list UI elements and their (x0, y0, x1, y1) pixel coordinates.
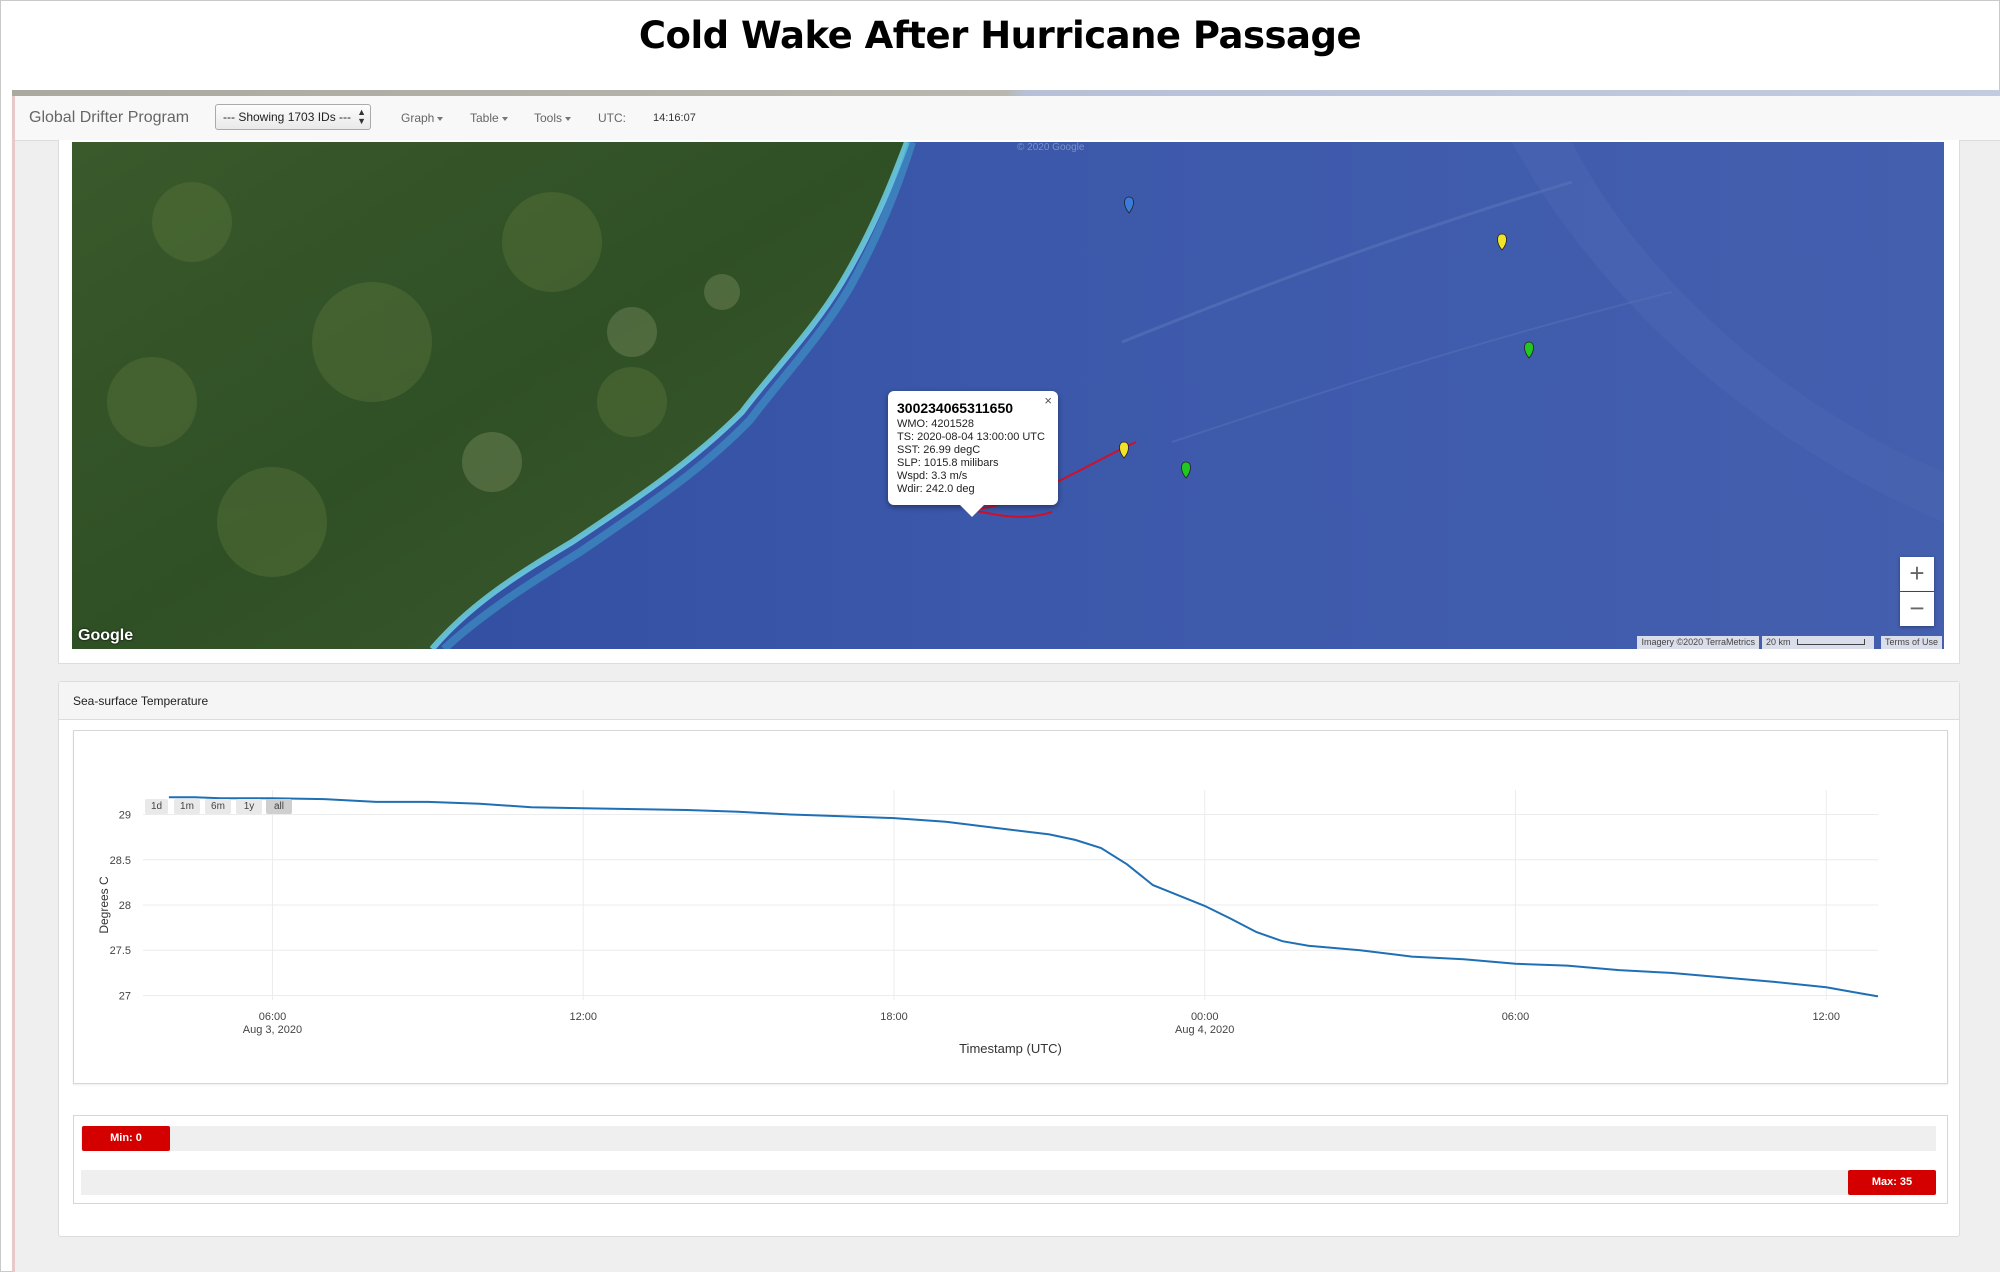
table-menu[interactable]: Table (470, 111, 508, 125)
page-title: Cold Wake After Hurricane Passage (638, 14, 1362, 57)
brand-link[interactable]: Global Drifter Program (29, 109, 190, 126)
y-axis-label: Degrees C (97, 876, 111, 934)
loading-strip (12, 90, 2000, 96)
utc-time: 14:16:07 (653, 112, 696, 124)
caret-down-icon (437, 116, 444, 121)
close-icon[interactable]: × (1044, 393, 1052, 408)
min-slider-handle[interactable]: Min: 0 (82, 1126, 170, 1151)
range-button-1m[interactable]: 1m (174, 799, 200, 814)
y-tick-label: 29 (119, 810, 131, 822)
map-scale-label: 20 km (1766, 637, 1791, 647)
caret-down-icon (501, 116, 508, 121)
sst-panel-header: Sea-surface Temperature (59, 682, 1959, 720)
x-tick-label: 12:00 (569, 1011, 597, 1023)
tools-menu[interactable]: Tools (534, 111, 572, 125)
utc-label: UTC: (598, 111, 626, 125)
scale-bar (1797, 639, 1866, 645)
y-tick-label: 27.5 (110, 945, 131, 957)
caret-down-icon (565, 116, 572, 121)
info-sst: SST: 26.99 degC (897, 444, 981, 456)
min-slider-track[interactable] (81, 1126, 1936, 1151)
range-slider-panel: Min: 0 Max: 35 (73, 1115, 1948, 1204)
drifter-marker[interactable] (1119, 441, 1129, 459)
google-logo: Google (78, 627, 134, 644)
graph-menu-label: Graph (401, 111, 435, 125)
map-watermark: © 2020 Google (1017, 142, 1085, 153)
y-tick-label: 28 (119, 900, 131, 912)
graph-menu[interactable]: Graph (401, 111, 444, 125)
y-tick-label: 27 (119, 990, 131, 1002)
range-button-6m[interactable]: 6m (205, 799, 231, 814)
drifter-marker[interactable] (1181, 461, 1191, 479)
info-wspd: Wspd: 3.3 m/s (897, 470, 968, 482)
range-button-1y[interactable]: 1y (236, 799, 262, 814)
navbar: Global Drifter Program --- Showing 1703 … (15, 96, 2000, 141)
x-tick-label: 06:00 (259, 1011, 287, 1023)
sst-chart-container (73, 730, 1948, 1084)
drifter-marker[interactable] (1497, 233, 1507, 251)
max-slider-handle[interactable]: Max: 35 (1848, 1170, 1936, 1195)
drifter-id: 300234065311650 (897, 400, 1014, 416)
y-tick-label: 28.5 (110, 855, 131, 867)
x-tick-label: 12:00 (1812, 1011, 1840, 1023)
info-wdir: Wdir: 242.0 deg (897, 483, 975, 495)
sst-panel-title: Sea-surface Temperature (73, 694, 209, 708)
x-axis-label: Timestamp (UTC) (959, 1041, 1062, 1056)
info-window-tail (960, 505, 984, 517)
drifter-info-window: × 300234065311650 WMO: 4201528 TS: 2020-… (888, 391, 1058, 517)
zoom-in-button[interactable]: + (1900, 557, 1934, 591)
x-tick-sublabel: Aug 3, 2020 (243, 1024, 302, 1036)
info-timestamp: TS: 2020-08-04 13:00:00 UTC (897, 431, 1045, 443)
x-tick-sublabel: Aug 4, 2020 (1175, 1024, 1234, 1036)
range-button-all[interactable]: all (266, 799, 292, 814)
select-arrows-icon: ▲ ▼ (357, 107, 366, 126)
x-tick-label: 06:00 (1502, 1011, 1530, 1023)
info-slp: SLP: 1015.8 milibars (897, 457, 999, 469)
tools-menu-label: Tools (534, 111, 563, 125)
terms-of-use-link[interactable]: Terms of Use (1880, 636, 1942, 649)
id-select[interactable]: --- Showing 1703 IDs --- ▲ ▼ (215, 104, 371, 130)
zoom-out-button[interactable]: − (1900, 592, 1934, 626)
drifter-marker[interactable] (1124, 196, 1134, 214)
imagery-attribution: Imagery ©2020 TerraMetrics (1637, 636, 1759, 649)
id-select-value: --- Showing 1703 IDs --- (223, 110, 352, 124)
max-slider-track[interactable] (81, 1170, 1936, 1195)
x-tick-label: 00:00 (1191, 1011, 1219, 1023)
info-wmo: WMO: 4201528 (897, 418, 975, 430)
table-menu-label: Table (470, 111, 499, 125)
drifter-marker[interactable] (1524, 341, 1534, 359)
sst-series-line (168, 796, 1879, 998)
x-tick-label: 18:00 (880, 1011, 908, 1023)
range-button-1d[interactable]: 1d (145, 799, 168, 814)
map-scale[interactable]: 20 km (1762, 636, 1874, 649)
